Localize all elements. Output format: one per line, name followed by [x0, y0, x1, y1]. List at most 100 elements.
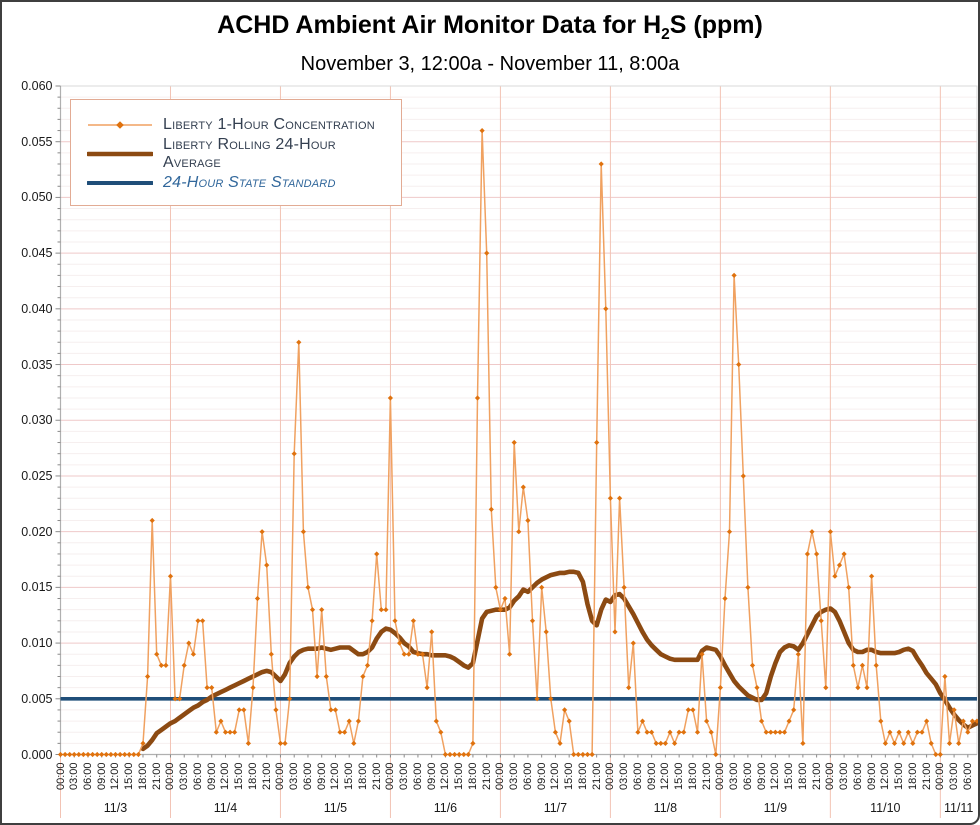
x-tick-label: 03:00 [508, 762, 521, 790]
x-tick-label: 18:00 [796, 762, 809, 790]
x-tick-label: 21:00 [700, 762, 713, 790]
x-tick-label: 09:00 [645, 762, 658, 790]
x-tick-label: 03:00 [398, 762, 411, 790]
chart-title: ACHD Ambient Air Monitor Data for H2S (p… [217, 11, 763, 43]
y-tick-label: 0.000 [21, 747, 53, 762]
x-tick-label: 15:00 [123, 762, 136, 790]
chart-header: ACHD Ambient Air Monitor Data for H2S (p… [2, 9, 978, 77]
y-tick-label: 0.035 [21, 357, 53, 372]
x-tick-label: 12:00 [549, 762, 562, 790]
y-tick-label: 0.025 [21, 468, 53, 483]
legend-item-standard: 24-Hour State Standard [87, 168, 389, 197]
x-tick-label: 03:00 [948, 762, 961, 790]
x-tick-label: 09:00 [315, 762, 328, 790]
y-tick-label: 0.050 [21, 190, 53, 205]
x-tick-label: 12:00 [109, 762, 122, 790]
x-tick-label: 06:00 [191, 762, 204, 790]
day-label: 11/8 [653, 801, 678, 815]
day-label: 11/4 [213, 801, 238, 815]
x-tick-label: 15:00 [673, 762, 686, 790]
x-tick-label: 18:00 [466, 762, 479, 790]
y-tick-label: 0.040 [21, 301, 53, 316]
x-tick-label: 00:00 [54, 762, 67, 790]
legend-rolling-line-icon [87, 151, 153, 156]
y-tick-label: 0.030 [21, 413, 53, 428]
y-tick-label: 0.005 [21, 691, 53, 706]
legend-label-rolling: Liberty Rolling 24-Hour Average [163, 135, 336, 171]
x-tick-label: 15:00 [563, 762, 576, 790]
x-tick-label: 15:00 [893, 762, 906, 790]
x-tick-label: 12:00 [439, 762, 452, 790]
day-label: 11/5 [323, 801, 348, 815]
x-tick-label: 21:00 [370, 762, 383, 790]
x-tick-label: 06:00 [631, 762, 644, 790]
x-tick-label: 03:00 [178, 762, 191, 790]
x-tick-label: 12:00 [219, 762, 232, 790]
legend-label-1hr: Liberty 1-Hour Concentration [163, 115, 375, 133]
x-tick-label: 09:00 [755, 762, 768, 790]
x-tick-label: 18:00 [136, 762, 149, 790]
x-tick-label: 09:00 [205, 762, 218, 790]
x-tick-label: 03:00 [838, 762, 851, 790]
chart-subtitle: November 3, 12:00a - November 11, 8:00a [300, 53, 680, 75]
x-tick-label: 18:00 [356, 762, 369, 790]
x-tick-label: 09:00 [425, 762, 438, 790]
legend: Liberty 1-Hour Concentration Liberty Rol… [70, 99, 402, 206]
x-tick-label: 06:00 [851, 762, 864, 790]
x-tick-label: 15:00 [343, 762, 356, 790]
x-tick-label: 21:00 [590, 762, 603, 790]
x-tick-label: 09:00 [535, 762, 548, 790]
x-tick-label: 03:00 [288, 762, 301, 790]
x-tick-label: 06:00 [741, 762, 754, 790]
y-tick-label: 0.055 [21, 134, 53, 149]
x-tick-label: 00:00 [604, 762, 617, 790]
y-tick-label: 0.015 [21, 580, 53, 595]
x-tick-label: 06:00 [961, 762, 974, 790]
x-tick-label: 00:00 [934, 762, 947, 790]
legend-item-rolling: Liberty Rolling 24-Hour Average [87, 136, 389, 171]
rolling-24hr-average-line [140, 569, 978, 752]
y-tick-label: 0.045 [21, 246, 53, 261]
legend-1hr-line-icon [88, 120, 152, 129]
x-tick-label: 00:00 [274, 762, 287, 790]
x-tick-label: 00:00 [384, 762, 397, 790]
x-tick-label: 21:00 [810, 762, 823, 790]
x-tick-label: 06:00 [521, 762, 534, 790]
x-tick-label: 21:00 [260, 762, 273, 790]
y-tick-label: 0.060 [21, 79, 53, 93]
legend-standard-line-icon [87, 180, 153, 185]
x-tick-label: 00:00 [824, 762, 837, 790]
x-tick-label: 12:00 [329, 762, 342, 790]
legend-item-1hr: Liberty 1-Hour Concentration [87, 110, 389, 139]
subscript-2: 2 [661, 26, 670, 43]
x-tick-label: 09:00 [865, 762, 878, 790]
x-tick-label: 06:00 [81, 762, 94, 790]
x-tick-label: 12:00 [769, 762, 782, 790]
x-tick-label: 21:00 [920, 762, 933, 790]
x-tick-label: 18:00 [246, 762, 259, 790]
x-tick-label: 12:00 [879, 762, 892, 790]
x-tick-label: 15:00 [783, 762, 796, 790]
legend-label-standard: 24-Hour State Standard [163, 173, 336, 191]
x-tick-label: 00:00 [714, 762, 727, 790]
x-tick-label: 03:00 [728, 762, 741, 790]
day-label: 11/3 [103, 801, 128, 815]
x-tick-label: 03:00 [618, 762, 631, 790]
x-tick-label: 15:00 [453, 762, 466, 790]
y-tick-label: 0.020 [21, 524, 53, 539]
x-tick-label: 21:00 [150, 762, 163, 790]
x-tick-label: 09:00 [95, 762, 108, 790]
x-tick-label: 00:00 [164, 762, 177, 790]
day-label: 11/11 [943, 801, 974, 815]
x-tick-label: 18:00 [686, 762, 699, 790]
x-tick-label: 00:00 [494, 762, 507, 790]
x-tick-label: 12:00 [659, 762, 672, 790]
x-tick-label: 03:00 [68, 762, 81, 790]
x-tick-label: 18:00 [576, 762, 589, 790]
x-tick-label: 21:00 [480, 762, 493, 790]
x-tick-label: 06:00 [411, 762, 424, 790]
day-label: 11/6 [433, 801, 458, 815]
x-tick-label: 18:00 [906, 762, 919, 790]
